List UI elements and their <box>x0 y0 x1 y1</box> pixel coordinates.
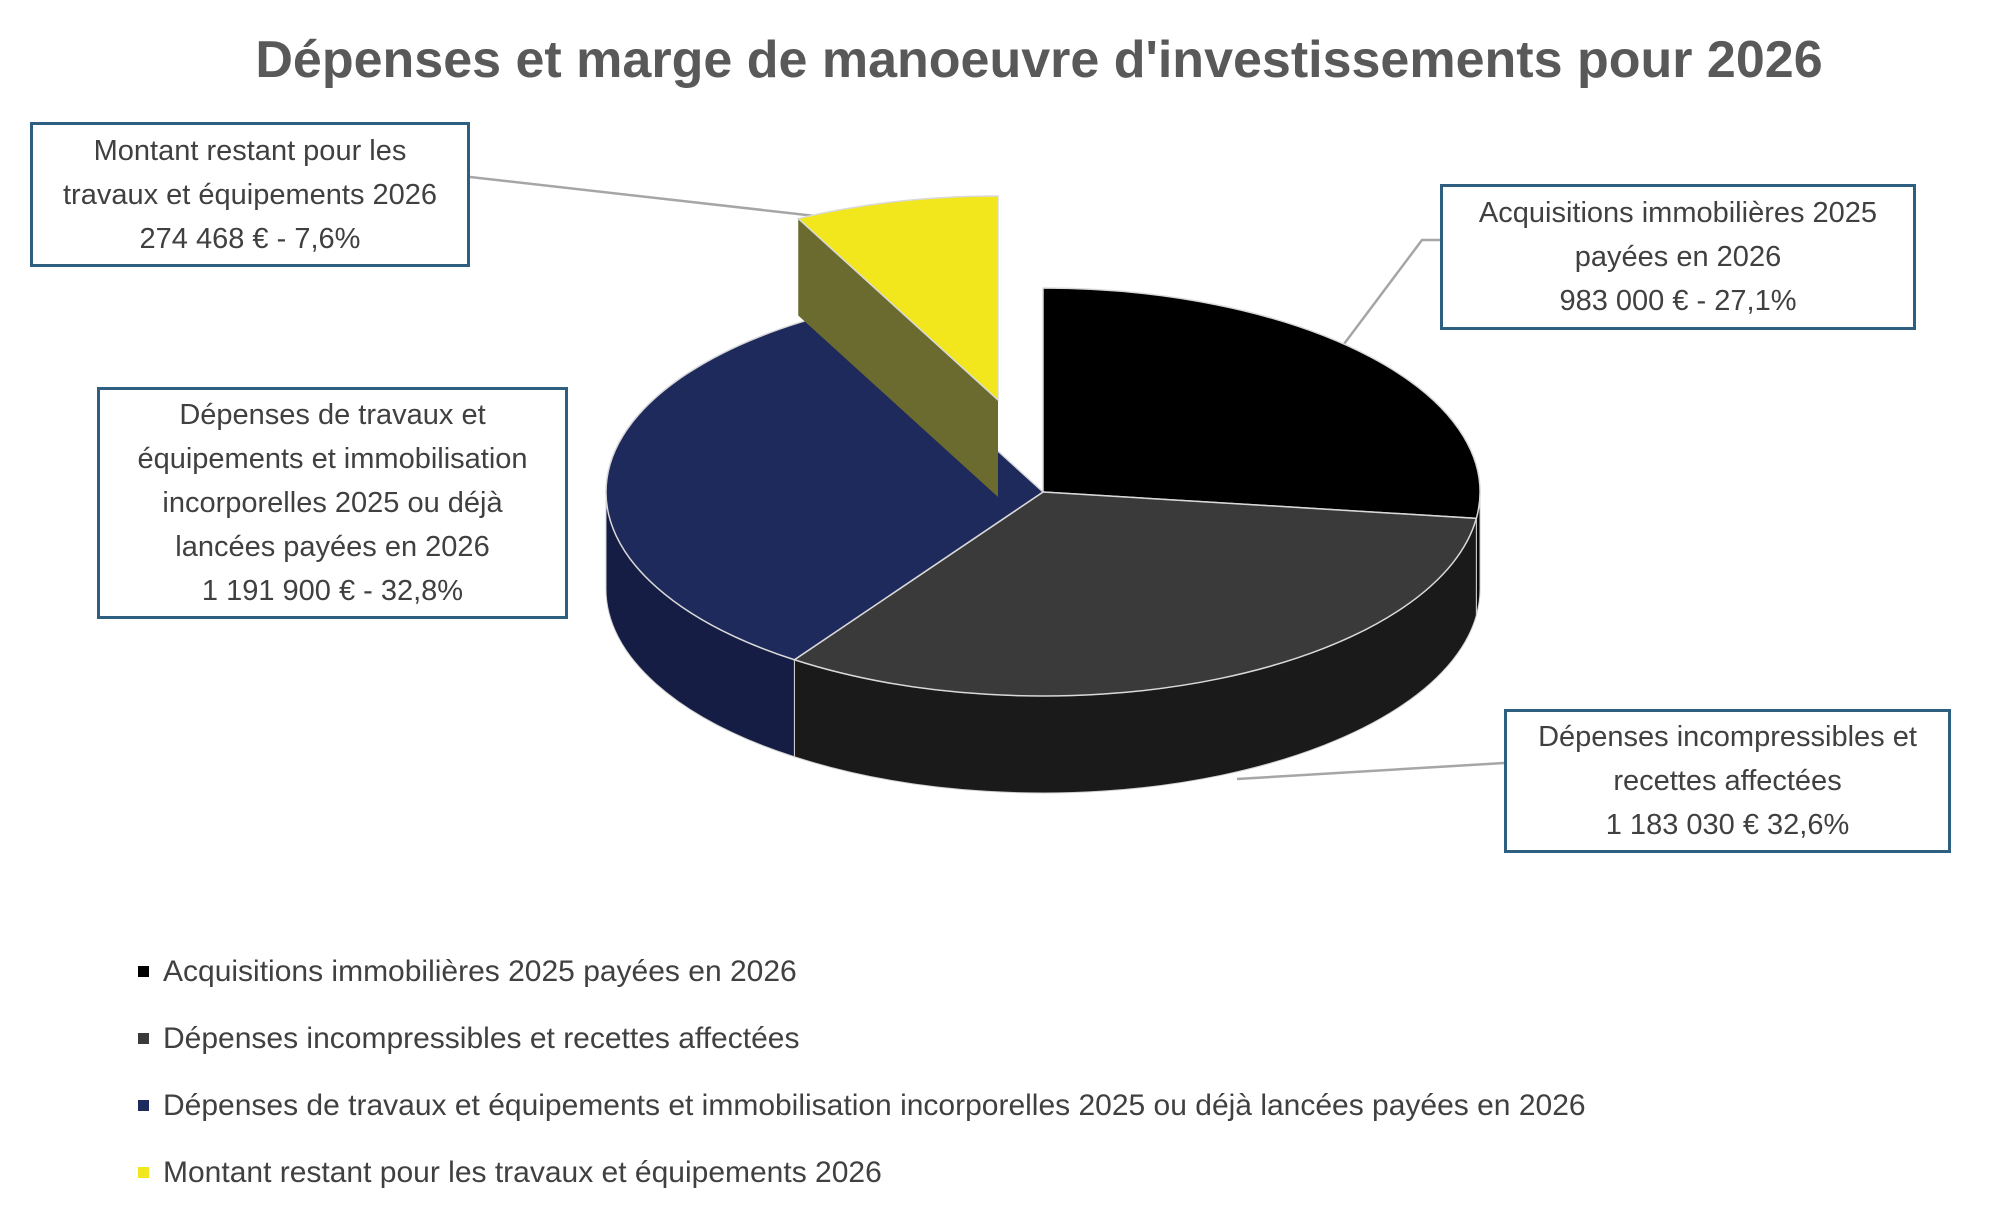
legend-label: Dépenses incompressibles et recettes aff… <box>163 1021 800 1055</box>
data-label-line: 1 183 030 € 32,6% <box>1605 809 1850 841</box>
pie-slice[interactable] <box>1042 287 1481 520</box>
data-label-line: lancées payées en 2026 <box>175 531 490 563</box>
data-label: Acquisitions immobilières 2025 payées en … <box>1440 184 1916 330</box>
legend-marker <box>138 1100 149 1111</box>
data-label-line: payées en 2026 <box>1574 241 1782 273</box>
leader-line <box>1340 238 1440 349</box>
legend-item: Dépenses incompressibles et recettes aff… <box>138 1005 1586 1072</box>
pie-slice[interactable] <box>796 195 999 402</box>
data-label-line: 274 468 € - 7,6% <box>139 222 361 255</box>
legend-marker <box>138 966 149 977</box>
legend-label: Montant restant pour les travaux et équi… <box>163 1155 882 1189</box>
slice-side <box>798 218 998 497</box>
data-label-line: Dépenses de travaux et <box>179 399 486 431</box>
legend-item: Dépenses de travaux et équipements et im… <box>138 1072 1586 1139</box>
data-label-line: Acquisitions immobilières 2025 <box>1478 197 1878 229</box>
data-label-line: Dépenses incompressibles et <box>1538 721 1917 753</box>
data-label-line: recettes affectées <box>1613 765 1842 797</box>
data-label-line: 983 000 € - 27,1% <box>1559 285 1797 317</box>
chart-title: Dépenses et marge de manoeuvre d'investi… <box>255 31 1823 89</box>
legend-label: Dépenses de travaux et équipements et im… <box>163 1088 1586 1122</box>
data-label: Dépenses de travaux et équipements et imm… <box>97 387 568 619</box>
legend-marker <box>138 1167 149 1178</box>
leader-line <box>1236 761 1505 781</box>
legend-item: Montant restant pour les travaux et équi… <box>138 1139 1586 1206</box>
data-label: Montant restant pour les travaux et équip… <box>30 122 470 267</box>
data-label-line: incorporelles 2025 ou déjà <box>162 487 503 519</box>
data-label-line: travaux et équipements 2026 <box>62 178 438 211</box>
pie-slice[interactable] <box>792 491 1478 697</box>
data-label-line: 1 191 900 € - 32,8% <box>201 575 464 607</box>
legend-item: Acquisitions immobilières 2025 payées en… <box>138 938 1586 1005</box>
data-label-line: Montant restant pour les <box>93 134 407 167</box>
data-label: Dépenses incompressibles et recettes affe… <box>1504 709 1951 853</box>
legend-marker <box>138 1033 149 1044</box>
legend-label: Acquisitions immobilières 2025 payées en… <box>163 954 797 988</box>
data-label-line: équipements et immobilisation <box>137 443 528 475</box>
legend: Acquisitions immobilières 2025 payées en… <box>138 938 1586 1206</box>
